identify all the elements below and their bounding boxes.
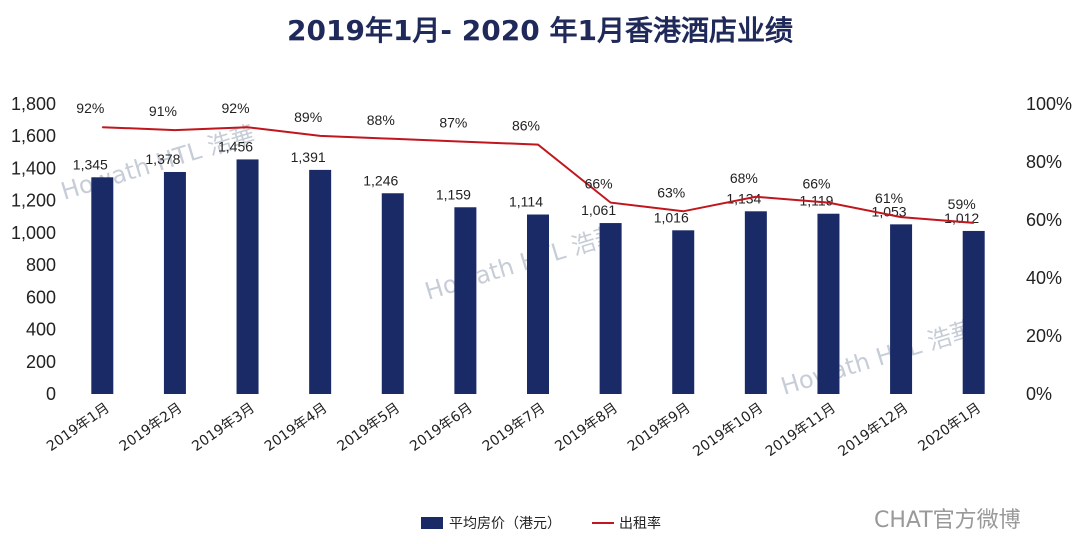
line-point [464, 141, 466, 143]
bar-data-label: 1,345 [73, 156, 108, 172]
bar-series: 1,345 1,378 1,456 1,391 1,246 1,159 1,114 1,061… [73, 138, 985, 394]
line-point [973, 222, 975, 224]
bar [672, 230, 695, 394]
bar-data-label: 1,114 [509, 194, 543, 210]
bar [599, 223, 622, 394]
legend: 平均房价（港元） 出租率 [421, 515, 661, 532]
legend-bar-swatch [421, 517, 443, 529]
x-tick-label: 2019年8月 [552, 400, 621, 455]
chart-title: 2019年1月- 2020 年1月香港酒店业绩 [287, 14, 793, 47]
weibo-watermark: CHAT官方微博 [874, 508, 1021, 533]
line-data-label: 91% [149, 103, 177, 119]
line-data-label: 61% [875, 190, 903, 206]
bar [381, 193, 404, 394]
line-point [537, 144, 539, 146]
legend-line-label: 出租率 [619, 515, 661, 532]
line-point [900, 216, 902, 218]
bar-data-label: 1,246 [363, 172, 398, 188]
line-data-label: 86% [512, 118, 540, 134]
y-left-tick-label: 0 [46, 384, 56, 404]
x-tick-label: 2019年3月 [189, 400, 258, 455]
bar-data-label: 1,391 [291, 149, 326, 165]
y-axis-right: 0% 20% 40% 60% 80% 100% [1026, 94, 1072, 404]
x-tick-label: 2019年9月 [625, 400, 694, 455]
bar [454, 207, 477, 394]
x-tick-label: 2019年5月 [334, 400, 403, 455]
bar-data-label: 1,378 [145, 151, 180, 167]
y-right-tick-label: 80% [1026, 152, 1062, 172]
x-tick-label: 2019年4月 [262, 400, 331, 455]
brand-watermark: Howath HTL 浩華 [778, 315, 978, 401]
y-left-tick-label: 600 [26, 287, 56, 307]
line-data-label: 87% [439, 115, 467, 131]
x-axis: 2019年1月 2019年2月 2019年3月 2019年4月 2019年5月 2019年… [44, 400, 984, 460]
x-tick-label: 2019年7月 [480, 400, 549, 455]
y-left-tick-label: 1,600 [11, 126, 56, 146]
line-data-label: 89% [294, 109, 322, 125]
x-tick-label: 2019年11月 [763, 400, 839, 460]
line-point [610, 202, 612, 204]
line-data-label: 63% [657, 184, 685, 200]
line-data-label: 66% [802, 176, 830, 192]
bar [817, 213, 840, 394]
y-right-tick-label: 60% [1026, 210, 1062, 230]
line-point [392, 138, 394, 140]
line-data-label: 59% [948, 196, 976, 212]
bar [890, 224, 913, 394]
line-data-label: 92% [76, 100, 104, 116]
bar-data-label: 1,159 [436, 186, 471, 202]
y-left-tick-label: 1,400 [11, 158, 56, 178]
bar [962, 230, 985, 394]
x-tick-label: 2019年2月 [117, 400, 186, 455]
x-tick-label: 2019年10月 [690, 400, 766, 460]
line-point [755, 196, 757, 198]
y-right-tick-label: 0% [1026, 384, 1052, 404]
line-point [101, 126, 103, 128]
y-right-tick-label: 20% [1026, 326, 1062, 346]
y-left-tick-label: 200 [26, 352, 56, 372]
y-left-tick-label: 800 [26, 255, 56, 275]
legend-bar-label: 平均房价（港元） [449, 516, 561, 532]
y-left-tick-label: 400 [26, 320, 56, 340]
bar-data-label: 1,012 [944, 210, 979, 226]
y-right-tick-label: 40% [1026, 268, 1062, 288]
line-data-label: 88% [367, 112, 395, 128]
y-left-tick-label: 1,800 [11, 94, 56, 114]
bar-data-label: 1,456 [218, 138, 253, 154]
bar-data-label: 1,061 [581, 202, 616, 218]
line-point [174, 129, 176, 131]
line-point [319, 135, 321, 137]
bar [163, 171, 186, 394]
bar-data-label: 1,016 [654, 209, 689, 225]
line-data-label: 66% [585, 176, 613, 192]
bar-data-label: 1,053 [872, 203, 907, 219]
x-tick-label: 2019年1月 [44, 400, 113, 455]
line-point [682, 210, 684, 212]
bar [527, 214, 549, 394]
line-data-label: 68% [730, 170, 758, 186]
x-tick-label: 2020年1月 [915, 400, 984, 455]
brand-watermark: Howath HTL 浩華 [422, 220, 622, 306]
line-point [827, 202, 829, 204]
bar [309, 169, 332, 394]
y-left-tick-label: 1,000 [11, 223, 56, 243]
bar [744, 211, 767, 394]
bar [91, 177, 114, 394]
y-axis-left: 0 200 400 600 800 1,000 1,200 1,400 1,600 1,800 [11, 94, 56, 404]
line-series: 92% 91% 92% 89% 88% 87% 86% 66% 63% 68% 66% 61% 59% [76, 100, 976, 224]
line-point [247, 126, 249, 128]
y-left-tick-label: 1,200 [11, 191, 56, 211]
bar [236, 159, 259, 394]
x-tick-label: 2019年12月 [835, 400, 911, 460]
y-right-tick-label: 100% [1026, 94, 1072, 114]
x-tick-label: 2019年6月 [407, 400, 476, 455]
line-data-label: 92% [222, 100, 250, 116]
